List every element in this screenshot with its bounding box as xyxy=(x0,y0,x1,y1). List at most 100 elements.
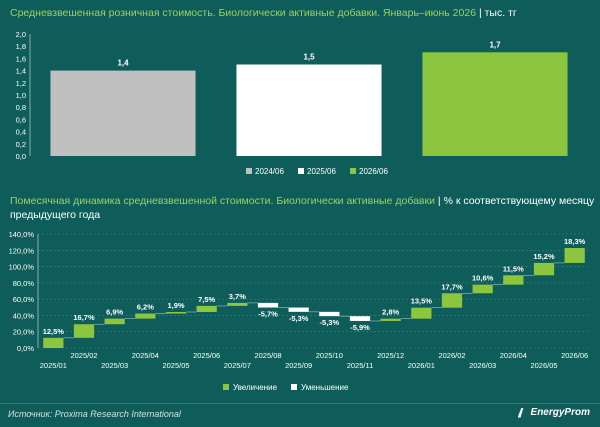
y-tick-label: 2,0 xyxy=(16,30,26,39)
legend-label-increase: Увеличение xyxy=(233,383,278,392)
waterfall-bar-2025-09 xyxy=(288,307,309,312)
bar-value-label: -5,3% xyxy=(320,318,340,327)
bar-value-label: -5,3% xyxy=(289,314,309,323)
y-tick-label: 1,4 xyxy=(16,67,26,76)
legend-label: 2026/06 xyxy=(359,167,388,176)
x-tick-label: 2025/04 xyxy=(132,351,159,360)
y-tick-label: 1,8 xyxy=(16,42,26,51)
y-tick-label: 0,4 xyxy=(16,128,26,137)
waterfall-bar-2025-10 xyxy=(319,311,340,317)
legend-swatch xyxy=(246,168,252,174)
waterfall-bar-2026-02 xyxy=(441,293,463,308)
bar-value-label: 1,7 xyxy=(489,40,501,49)
chart1-title-unit: тыс. тг xyxy=(484,7,517,19)
x-tick-label: 2025/12 xyxy=(377,351,404,360)
x-tick-label: 2026/06 xyxy=(561,351,588,360)
bar-value-label: 16,7% xyxy=(73,313,95,322)
y-tick-label: 0,0% xyxy=(17,344,34,353)
x-tick-label: 2025/06 xyxy=(193,351,220,360)
x-tick-label: 2026/04 xyxy=(500,351,527,360)
waterfall-bar-2025-12 xyxy=(380,318,401,321)
waterfall-bar-2026-01 xyxy=(411,307,432,319)
bar-value-label: 18,3% xyxy=(564,237,586,246)
chart1-bar-chart: 0,0 0,2 0,4 0,6 0,8 1,0 1,2 1,4 1,6 1,8 2,0 1,4 1,5 1… xyxy=(16,30,568,176)
waterfall-bar-2025-01 xyxy=(43,337,64,348)
y-tick-label: 0,8 xyxy=(16,103,26,112)
bar-2025-06 xyxy=(236,64,382,156)
legend-swatch xyxy=(298,168,304,174)
bar-2026-06 xyxy=(422,52,568,156)
y-tick-label: 100,0% xyxy=(9,263,35,272)
chart2-title: Помесячная динамика средневзвешенной сто… xyxy=(10,194,595,222)
bar-value-label: 12,5% xyxy=(43,327,65,336)
y-tick-label: 1,2 xyxy=(16,79,26,88)
bar-value-label: -5,9% xyxy=(350,323,370,332)
waterfall-bar-2025-06 xyxy=(196,305,217,313)
x-tick-label: 2025/03 xyxy=(101,361,128,370)
bar-value-label: 1,5 xyxy=(303,53,315,62)
bar-value-label: 6,2% xyxy=(137,303,154,312)
title-separator: | xyxy=(437,195,441,207)
footer-divider xyxy=(0,403,600,404)
bar-value-label: 7,5% xyxy=(198,295,215,304)
waterfall-bar-2025-11 xyxy=(349,316,371,321)
waterfall-bar-2025-07 xyxy=(227,302,248,306)
title-separator: | xyxy=(478,7,482,19)
bar-value-label: 1,9% xyxy=(167,301,184,310)
bar-2024-06 xyxy=(50,70,196,156)
y-tick-label: 40,0% xyxy=(13,311,35,320)
x-tick-label: 2025/09 xyxy=(285,361,312,370)
bar-value-label: 2,8% xyxy=(382,308,399,317)
y-tick-label: 0,0 xyxy=(16,152,26,161)
legend-swatch-decrease xyxy=(291,384,297,390)
x-tick-label: 2025/07 xyxy=(224,361,251,370)
x-tick-label: 2025/10 xyxy=(316,351,343,360)
bar-value-label: 15,2% xyxy=(533,252,555,261)
chart1-title-main: Средневзвешенная розничная стоимость. Би… xyxy=(10,7,477,19)
chart2-title-unit: % к соответствующему месяцу предыдущего … xyxy=(10,195,595,221)
legend-swatch-increase xyxy=(223,384,229,390)
y-tick-label: 140,0% xyxy=(9,230,35,239)
waterfall-bar-2026-03 xyxy=(472,284,493,294)
waterfall-bar-2025-05 xyxy=(165,312,187,314)
bar-value-label: 10,6% xyxy=(472,274,494,283)
legend-label-decrease: Уменьшение xyxy=(301,383,349,392)
x-tick-label: 2025/11 xyxy=(347,361,374,370)
energyprom-logo: EnergyProm xyxy=(517,407,590,418)
y-tick-label: 20,0% xyxy=(13,328,35,337)
waterfall-bar-2026-06 xyxy=(564,248,585,263)
bar-value-label: 1,4 xyxy=(117,59,129,68)
y-tick-label: 1,0 xyxy=(16,91,26,100)
waterfall-bar-2025-08 xyxy=(257,302,279,308)
y-tick-label: 120,0% xyxy=(9,246,35,255)
y-tick-label: 0,2 xyxy=(16,140,26,149)
x-tick-label: 2026/01 xyxy=(408,361,435,370)
x-tick-label: 2025/05 xyxy=(162,361,189,370)
y-tick-label: 0,6 xyxy=(16,115,26,124)
x-tick-label: 2026/05 xyxy=(530,361,557,370)
chart1-title: Средневзвешенная розничная стоимость. Би… xyxy=(10,6,517,20)
x-tick-label: 2025/08 xyxy=(254,351,281,360)
chart2-waterfall-chart: 0,0% 20,0% 40,0% 60,0% 80,0% 100,0% 120,0% 140,… xyxy=(9,230,590,392)
waterfall-bar-2026-05 xyxy=(533,262,555,276)
waterfall-bar-2026-04 xyxy=(503,275,524,285)
y-tick-label: 80,0% xyxy=(13,279,35,288)
x-tick-label: 2025/01 xyxy=(40,361,67,370)
bar-value-label: 17,7% xyxy=(441,282,463,291)
logo-text: EnergyProm xyxy=(530,407,590,418)
legend-label: 2024/06 xyxy=(255,167,284,176)
x-tick-label: 2026/02 xyxy=(438,351,465,360)
x-tick-label: 2026/03 xyxy=(469,361,496,370)
bar-value-label: 11,5% xyxy=(503,264,524,273)
legend-label: 2025/06 xyxy=(307,167,336,176)
waterfall-bar-2025-03 xyxy=(104,318,125,325)
waterfall-bar-2025-04 xyxy=(135,313,156,319)
waterfall-bar-2025-02 xyxy=(73,324,95,338)
bar-value-label: 13,5% xyxy=(411,297,433,306)
chart2-title-main: Помесячная динамика средневзвешенной сто… xyxy=(10,195,435,207)
y-tick-label: 60,0% xyxy=(13,295,35,304)
legend-swatch xyxy=(350,168,356,174)
bar-value-label: 6,9% xyxy=(106,308,123,317)
bar-value-label: -5,7% xyxy=(258,310,278,319)
source-note: Источник: Proxima Research International xyxy=(8,409,181,419)
